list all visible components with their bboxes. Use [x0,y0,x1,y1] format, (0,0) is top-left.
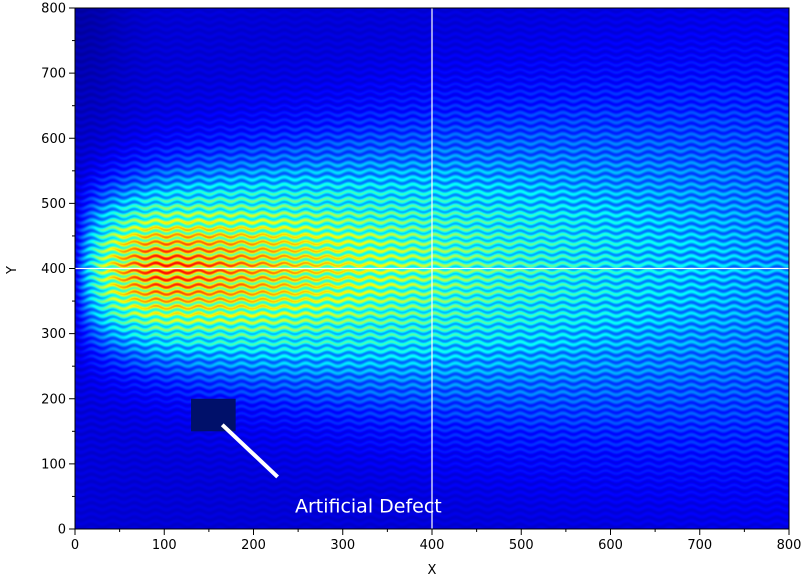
y-tick-label: 600 [41,132,66,147]
annotation-artificial-defect: Artificial Defect [295,495,442,517]
x-tick-label: 300 [330,538,355,553]
x-tick-label: 400 [420,538,445,553]
axes: 0 100 200 300 400 500 600 700 800 0 100 200 300 400 50… [41,2,801,554]
y-tick-label: 700 [41,67,66,82]
y-tick-label: 100 [41,457,66,472]
y-tick-label: 800 [41,2,66,17]
artificial-defect-region [191,398,236,432]
x-tick-label: 200 [241,538,266,553]
annotation-arrow [220,423,279,479]
x-tick-label: 800 [777,538,802,553]
x-tick-label: 100 [152,538,177,553]
y-tick-label: 400 [41,262,66,277]
x-tick-label: 700 [687,538,712,553]
x-tick-label: 600 [598,538,623,553]
x-tick-label: 0 [71,538,79,553]
y-tick-label: 0 [58,523,66,538]
y-tick-label: 300 [41,327,66,342]
x-axis-label: X [428,563,437,578]
y-tick-label: 200 [41,392,66,407]
x-tick-label: 500 [509,538,534,553]
heatmap-plot-area: Artificial Defect [75,8,789,529]
y-tick-label: 500 [41,197,66,212]
y-axis-label: Y [5,266,20,275]
